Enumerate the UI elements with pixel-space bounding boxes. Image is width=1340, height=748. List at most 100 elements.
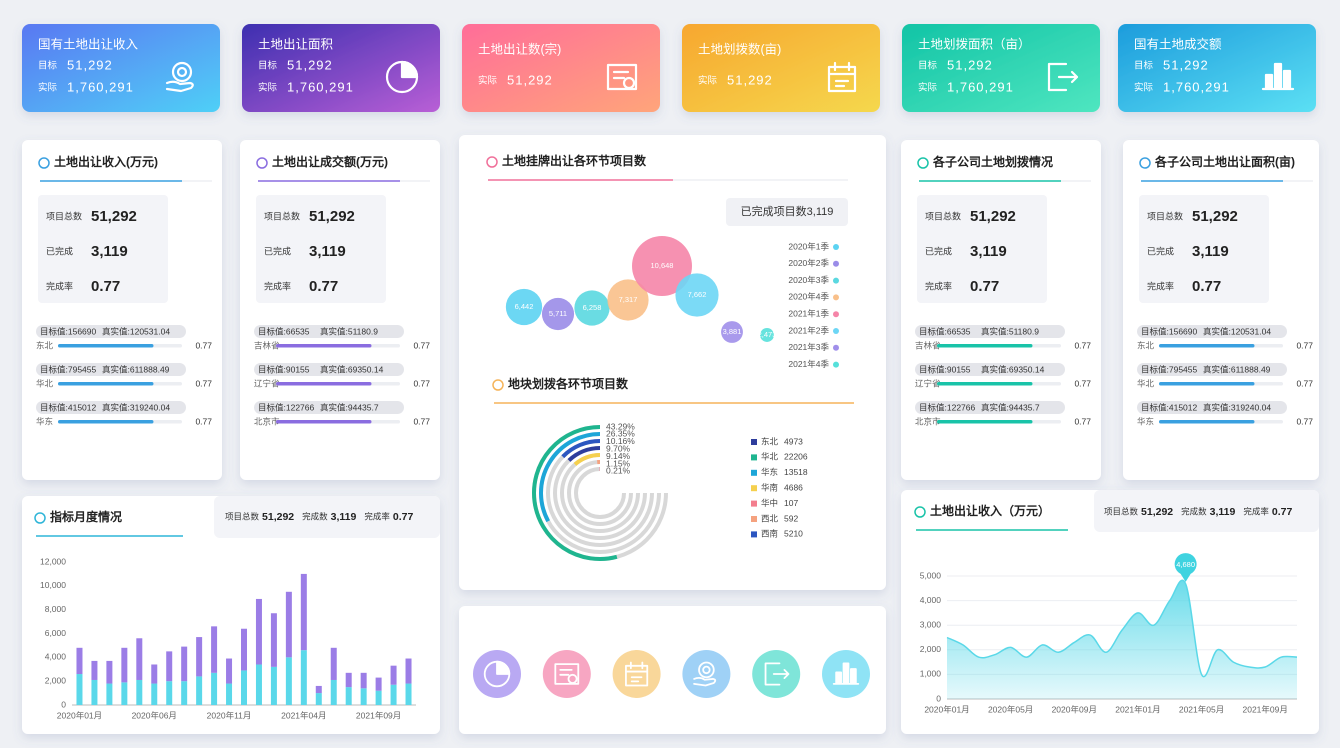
stat-value: 0.77 <box>970 278 999 295</box>
x-tick-label: 2021年09月 <box>1242 704 1287 714</box>
panel-title: 土地出让收入(万元) <box>54 154 158 169</box>
region-target: 目标值:90155 <box>258 364 310 374</box>
bar <box>211 672 218 705</box>
ring-track <box>567 460 633 526</box>
bubble-label: 5,711 <box>549 309 567 318</box>
stat-value: 3,119 <box>309 243 346 260</box>
legend-label: 2020年2季 <box>788 258 829 268</box>
stat-label: 已完成 <box>925 245 952 256</box>
bubble-label: 6,258 <box>583 303 602 312</box>
bar <box>166 681 173 705</box>
card-value: 51,292 <box>507 72 553 87</box>
ring-label: 9.14% <box>606 451 631 461</box>
region-target: 目标值:122766 <box>919 402 975 412</box>
bar <box>151 664 158 684</box>
progress-bar <box>58 382 154 386</box>
y-tick-label: 3,000 <box>920 619 942 629</box>
bar <box>375 677 382 691</box>
card <box>242 24 440 112</box>
card-title: 国有土地成交额 <box>1134 36 1222 51</box>
legend-value: 107 <box>784 498 798 508</box>
bar <box>255 664 262 705</box>
bubble <box>675 273 719 317</box>
title-dot <box>34 512 46 524</box>
bar <box>405 658 412 684</box>
area-line <box>946 579 1298 678</box>
bubble <box>505 288 543 326</box>
region-name: 东北 <box>36 340 54 350</box>
ring-bar <box>561 439 601 459</box>
stat-label: 完成率 <box>925 280 952 291</box>
stat-label: 项目总数 <box>1104 506 1139 516</box>
panel-title: 各子公司土地划拨情况 <box>932 154 1053 169</box>
legend-dot <box>833 311 839 318</box>
region-actual: 真实值:120531.04 <box>1203 326 1271 336</box>
x-tick-label: 2021年04月 <box>281 710 326 720</box>
ring-bar <box>573 453 601 466</box>
region-actual: 真实值:69350.14 <box>981 364 1045 374</box>
bar <box>106 683 113 705</box>
legend-label: 2021年2季 <box>788 325 829 335</box>
bar <box>315 693 322 705</box>
legend-swatch <box>751 469 757 476</box>
region-name: 华北 <box>36 378 54 388</box>
card-title: 土地出让面积 <box>258 37 333 51</box>
stat-value: 51,292 <box>1141 506 1173 518</box>
bar <box>285 657 292 705</box>
region-target: 目标值:415012 <box>40 402 96 412</box>
y-tick-label: 2,000 <box>45 675 67 685</box>
y-tick-label: 2,000 <box>920 644 942 654</box>
region-ratio: 0.77 <box>1074 340 1091 350</box>
region-pill <box>254 325 404 338</box>
legend-swatch <box>751 454 757 461</box>
region-ratio: 0.77 <box>1296 416 1313 426</box>
bar <box>121 647 128 683</box>
title-dot <box>914 506 926 518</box>
bubble <box>574 290 610 326</box>
stat-value: 0.77 <box>91 278 120 295</box>
region-actual: 真实值:319240.04 <box>102 402 170 412</box>
stat-value: 51,292 <box>309 208 355 225</box>
card-value: 51,292 <box>727 72 773 87</box>
bar <box>270 613 277 667</box>
legend-swatch <box>751 516 757 522</box>
panel <box>22 140 222 480</box>
ring-track <box>574 467 626 519</box>
icon <box>606 63 638 91</box>
bar <box>345 687 352 705</box>
region-pill <box>1137 325 1287 338</box>
stat-value: 51,292 <box>262 511 294 523</box>
legend-label: 华中 <box>761 498 778 508</box>
y-tick-label: 4,000 <box>45 652 67 662</box>
icon <box>1047 62 1079 92</box>
legend-dot <box>833 328 839 334</box>
panel-title: 土地出让成交额(万元) <box>272 154 388 169</box>
area-fill <box>947 580 1297 699</box>
legend-label: 华东 <box>761 467 778 477</box>
stat-label: 完成率 <box>364 511 390 521</box>
legend-label: 2020年4季 <box>788 292 829 302</box>
progress-bar <box>276 420 372 424</box>
y-tick-label: 12,000 <box>40 556 66 566</box>
bar <box>211 626 218 673</box>
legend-label: 华北 <box>761 452 779 462</box>
stat-label: 已完成 <box>1147 245 1174 256</box>
card-label: 实际 <box>38 82 58 94</box>
card-label: 实际 <box>1134 82 1154 94</box>
bar <box>136 679 143 705</box>
icon <box>554 663 580 685</box>
legend-value: 5210 <box>784 529 803 539</box>
region-target: 目标值:122766 <box>258 402 314 412</box>
stat-label: 项目总数 <box>225 511 260 521</box>
region-name: 北京市 <box>254 416 280 426</box>
region-ratio: 0.77 <box>413 416 430 426</box>
bar <box>181 646 188 682</box>
bar <box>360 672 367 689</box>
stats-header <box>214 496 440 538</box>
stat-label: 完成率 <box>1147 280 1174 291</box>
region-actual: 真实值:611888.49 <box>1203 364 1271 374</box>
icon <box>165 61 194 93</box>
ring-bar <box>539 432 601 523</box>
region-ratio: 0.77 <box>1296 340 1313 350</box>
